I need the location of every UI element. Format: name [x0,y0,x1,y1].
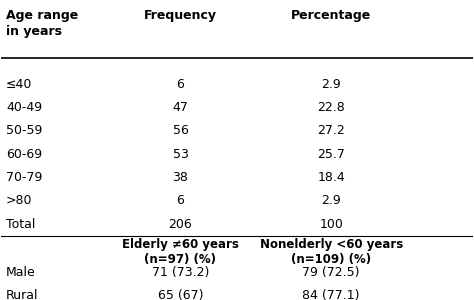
Text: >80: >80 [6,194,33,207]
Text: 40-49: 40-49 [6,101,42,114]
Text: Nonelderly <60 years
(n=109) (%): Nonelderly <60 years (n=109) (%) [260,238,403,266]
Text: Total: Total [6,218,36,231]
Text: 60-69: 60-69 [6,148,42,161]
Text: 56: 56 [173,124,188,137]
Text: 6: 6 [176,194,184,207]
Text: 100: 100 [319,218,343,231]
Text: 50-59: 50-59 [6,124,43,137]
Text: 22.8: 22.8 [318,101,345,114]
Text: 70-79: 70-79 [6,171,43,184]
Text: 84 (77.1): 84 (77.1) [302,289,360,300]
Text: 79 (72.5): 79 (72.5) [302,266,360,279]
Text: 25.7: 25.7 [317,148,345,161]
Text: 2.9: 2.9 [321,78,341,91]
Text: Age range
in years: Age range in years [6,9,78,38]
Text: 6: 6 [176,78,184,91]
Text: ≤40: ≤40 [6,78,33,91]
Text: Male: Male [6,266,36,279]
Text: Frequency: Frequency [144,9,217,22]
Text: 65 (67): 65 (67) [158,289,203,300]
Text: Percentage: Percentage [291,9,371,22]
Text: Rural: Rural [6,289,38,300]
Text: 53: 53 [173,148,188,161]
Text: 38: 38 [173,171,188,184]
Text: 47: 47 [173,101,188,114]
Text: 2.9: 2.9 [321,194,341,207]
Text: 71 (73.2): 71 (73.2) [152,266,209,279]
Text: 18.4: 18.4 [318,171,345,184]
Text: Elderly ≠60 years
(n=97) (%): Elderly ≠60 years (n=97) (%) [122,238,239,266]
Text: 27.2: 27.2 [318,124,345,137]
Text: 206: 206 [169,218,192,231]
